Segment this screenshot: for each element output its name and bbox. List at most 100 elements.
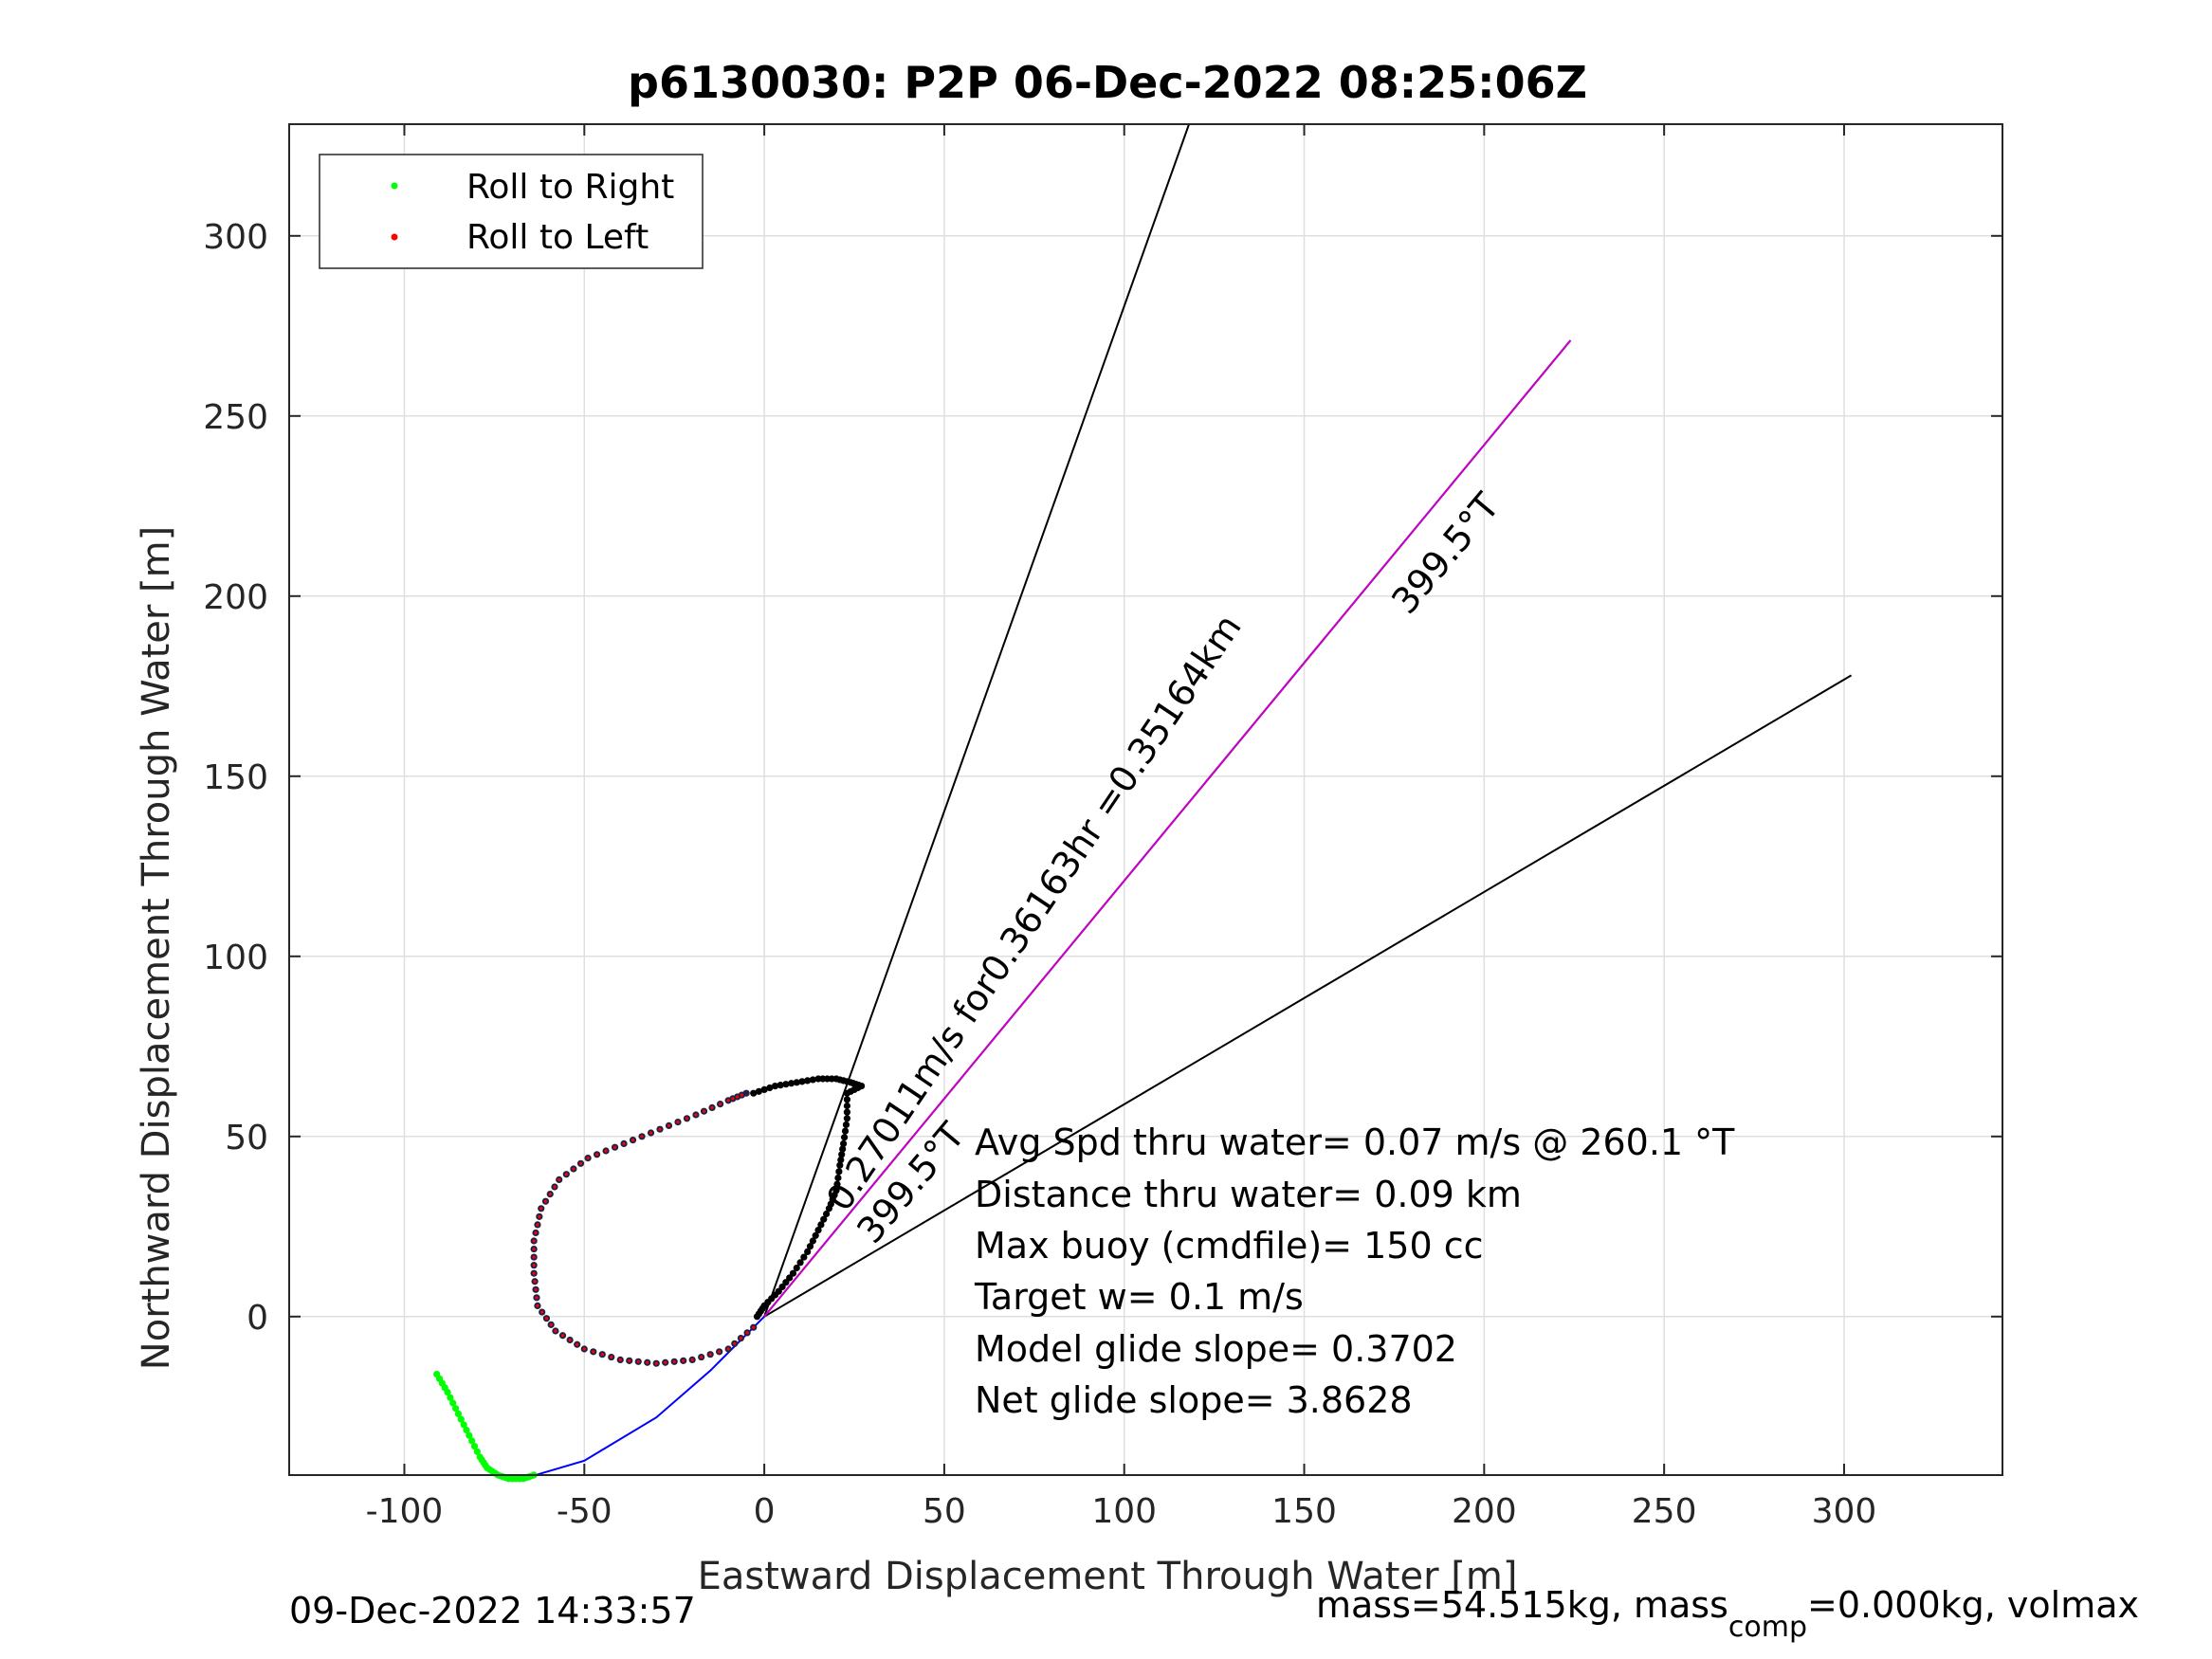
track-point bbox=[771, 1083, 779, 1090]
track-point-roll-left-fill bbox=[536, 1304, 539, 1307]
track-point-roll-left-fill bbox=[534, 1231, 538, 1235]
x-axis-label: Eastward Displacement Through Water [m] bbox=[698, 1555, 1518, 1598]
track-point-end bbox=[742, 1089, 750, 1097]
axis-ticks: -100 -50 0 50 100 150 200 250 300 0 50 100 150 200 250… bbox=[203, 124, 2002, 1531]
track-point-roll-left-fill bbox=[594, 1153, 599, 1157]
reference-lines bbox=[522, 123, 1853, 1480]
track-point-roll-left-fill bbox=[731, 1097, 735, 1101]
track-point bbox=[812, 1231, 819, 1239]
stat-net-glide: Net glide slope= 3.8628 bbox=[975, 1379, 1413, 1421]
track-point-roll-left-fill bbox=[560, 1334, 565, 1338]
track-point-roll-left-fill bbox=[543, 1199, 548, 1203]
track-point-roll-left-fill bbox=[604, 1149, 608, 1153]
track-point bbox=[843, 1108, 851, 1116]
track-point-roll-right bbox=[468, 1437, 476, 1445]
track-point-roll-left-fill bbox=[553, 1185, 557, 1189]
track-point-roll-left-fill bbox=[582, 1347, 586, 1351]
stats-block: Avg Spd thru water= 0.07 m/s @ 260.1 °T … bbox=[974, 1121, 1735, 1421]
track-point bbox=[836, 1161, 844, 1169]
stat-model-glide: Model glide slope= 0.3702 bbox=[975, 1328, 1457, 1370]
y-tick-label: 0 bbox=[247, 1299, 268, 1338]
track-point-roll-right bbox=[463, 1426, 470, 1434]
x-tick-label: 0 bbox=[754, 1492, 776, 1531]
track-point-roll-left-fill bbox=[540, 1310, 544, 1314]
track-point-roll-left-fill bbox=[640, 1135, 644, 1139]
track-point-roll-left-fill bbox=[558, 1177, 561, 1181]
legend-label-roll-left: Roll to Left bbox=[466, 218, 649, 257]
track-point-roll-right bbox=[444, 1389, 451, 1396]
track-point-roll-left-fill bbox=[690, 1358, 694, 1361]
track-point-roll-left-fill bbox=[646, 1360, 649, 1364]
track-point-roll-right bbox=[457, 1415, 465, 1423]
track-point-roll-left-fill bbox=[554, 1329, 558, 1333]
y-tick-label: 200 bbox=[203, 578, 268, 617]
track-point-roll-right bbox=[447, 1394, 454, 1401]
x-tick-label: 200 bbox=[1452, 1492, 1517, 1531]
y-tick-label: 50 bbox=[225, 1119, 268, 1158]
x-tick-label: 250 bbox=[1632, 1492, 1697, 1531]
track-point bbox=[820, 1215, 828, 1223]
track-point bbox=[755, 1087, 763, 1095]
track-point-roll-right bbox=[454, 1410, 463, 1417]
track-point-roll-right bbox=[470, 1443, 479, 1450]
track-point bbox=[809, 1237, 816, 1245]
track-point bbox=[804, 1248, 812, 1255]
track-point-roll-left-fill bbox=[745, 1331, 749, 1335]
track-point-roll-left-fill bbox=[532, 1239, 536, 1243]
legend-marker-roll-right bbox=[391, 182, 398, 190]
track-point-roll-left-fill bbox=[532, 1255, 536, 1259]
track-point bbox=[766, 1084, 774, 1092]
mass-subscript: comp bbox=[1728, 1611, 1807, 1644]
track-point bbox=[833, 1180, 841, 1188]
track-point-roll-left-fill bbox=[622, 1141, 626, 1145]
grid-lines bbox=[289, 124, 2002, 1475]
track-point bbox=[804, 1077, 812, 1085]
chart-title: p6130030: P2P 06-Dec-2022 08:25:06Z bbox=[628, 57, 1587, 108]
track-point-roll-right bbox=[460, 1421, 467, 1429]
legend-label-roll-right: Roll to Right bbox=[466, 168, 674, 207]
track-point-roll-right bbox=[473, 1448, 481, 1455]
track-point-roll-left-fill bbox=[612, 1145, 617, 1149]
footer-mass-info: mass=54.515kg, masscomp=0.000kg, volmax bbox=[1316, 1584, 2139, 1644]
x-tick-label: 50 bbox=[923, 1492, 966, 1531]
y-tick-label: 250 bbox=[203, 398, 268, 437]
plot-area-frame bbox=[288, 123, 2003, 1476]
mass-prefix: mass=54.515kg, mass bbox=[1316, 1584, 1728, 1626]
track-point-roll-left-fill bbox=[676, 1121, 680, 1124]
track-point bbox=[843, 1102, 851, 1110]
track-point bbox=[806, 1243, 814, 1250]
track-point-roll-right bbox=[451, 1405, 460, 1413]
track-point-roll-left-fill bbox=[628, 1358, 631, 1362]
track-point-roll-left-fill bbox=[694, 1113, 698, 1117]
track-point-roll-left-fill bbox=[649, 1131, 653, 1135]
track-point bbox=[841, 1127, 850, 1135]
track-point-roll-left-fill bbox=[685, 1117, 689, 1121]
legend: Roll to Right Roll to Left bbox=[319, 154, 704, 269]
x-tick-label: -100 bbox=[366, 1492, 444, 1531]
track-point-roll-left-fill bbox=[702, 1109, 706, 1113]
y-tick-label: 300 bbox=[203, 218, 268, 257]
y-tick-label: 150 bbox=[203, 758, 268, 797]
x-tick-label: -50 bbox=[557, 1492, 612, 1531]
track-point bbox=[809, 1076, 816, 1084]
track-point-roll-left-fill bbox=[564, 1173, 568, 1176]
track-point bbox=[760, 1085, 768, 1093]
track-point-roll-left-fill bbox=[532, 1264, 536, 1267]
track-point bbox=[777, 1082, 784, 1089]
track-point bbox=[793, 1079, 800, 1086]
stat-distance: Distance thru water= 0.09 km bbox=[975, 1174, 1522, 1215]
track-point-roll-left-fill bbox=[736, 1095, 740, 1099]
track-point bbox=[843, 1089, 851, 1097]
track-point bbox=[843, 1115, 851, 1122]
reference-line bbox=[763, 339, 1572, 1318]
track-point bbox=[837, 1156, 845, 1164]
track-point-roll-left-fill bbox=[568, 1338, 572, 1342]
track-point bbox=[800, 1253, 808, 1261]
track-point-roll-left-fill bbox=[700, 1355, 704, 1359]
y-tick-label: 100 bbox=[203, 939, 268, 977]
track-point bbox=[843, 1096, 851, 1103]
track-point bbox=[817, 1221, 825, 1229]
track-point-roll-left-fill bbox=[539, 1207, 543, 1211]
legend-marker-roll-left bbox=[391, 233, 398, 241]
